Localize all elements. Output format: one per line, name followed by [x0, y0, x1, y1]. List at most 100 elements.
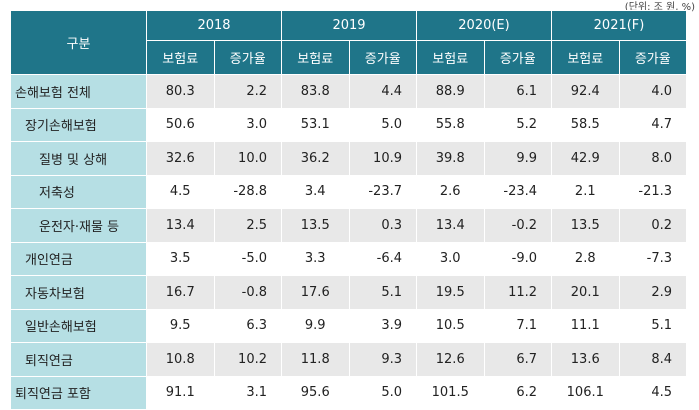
header-premium: 보험료	[416, 40, 485, 75]
row-label: 퇴직연금	[10, 342, 147, 377]
growth-cell: 10.0	[213, 141, 282, 176]
row-label: 퇴직연금 포함	[10, 375, 147, 410]
table-row: 일반손해보험 9.5 6.3 9.9 3.9 10.5 7.1 11.1 5.1	[10, 308, 688, 343]
premium-cell: 3.3	[281, 241, 350, 276]
growth-cell: 3.9	[348, 308, 417, 343]
row-label: 장기손해보험	[10, 107, 147, 142]
premium-cell: 13.5	[281, 208, 350, 243]
premium-cell: 2.1	[551, 174, 620, 209]
header-row-years: 구분 2018 2019 2020(E) 2021(F)	[10, 10, 688, 75]
growth-cell: 6.1	[483, 74, 553, 109]
growth-cell: 2.9	[618, 275, 688, 310]
table-row: 운전자·재물 등 13.4 2.5 13.5 0.3 13.4 -0.2 13.5 0.2	[10, 208, 688, 243]
growth-cell: 4.7	[618, 107, 688, 142]
premium-cell: 11.8	[281, 342, 350, 377]
premium-cell: 53.1	[281, 107, 350, 142]
premium-cell: 2.6	[416, 174, 485, 209]
growth-cell: 5.1	[618, 308, 688, 343]
row-label: 손해보험 전체	[10, 74, 147, 109]
header-year: 2019	[281, 10, 417, 41]
growth-cell: -23.7	[348, 174, 417, 209]
growth-cell: 6.3	[213, 308, 282, 343]
growth-cell: 10.2	[213, 342, 282, 377]
table-row: 장기손해보험 50.6 3.0 53.1 5.0 55.8 5.2 58.5 4.7	[10, 107, 688, 142]
premium-cell: 9.5	[146, 308, 215, 343]
premium-cell: 3.4	[281, 174, 350, 209]
premium-cell: 11.1	[551, 308, 620, 343]
premium-cell: 13.4	[416, 208, 485, 243]
premium-cell: 80.3	[146, 74, 215, 109]
header-growth: 증가율	[213, 40, 282, 75]
growth-cell: 10.9	[348, 141, 417, 176]
premium-cell: 10.8	[146, 342, 215, 377]
premium-cell: 88.9	[416, 74, 485, 109]
premium-cell: 91.1	[146, 375, 215, 410]
growth-cell: -7.3	[618, 241, 688, 276]
header-growth: 증가율	[618, 40, 688, 75]
premium-cell: 13.6	[551, 342, 620, 377]
growth-cell: 11.2	[483, 275, 553, 310]
growth-cell: 5.2	[483, 107, 553, 142]
growth-cell: -21.3	[618, 174, 688, 209]
premium-cell: 83.8	[281, 74, 350, 109]
premium-cell: 95.6	[281, 375, 350, 410]
table-row: 저축성 4.5 -28.8 3.4 -23.7 2.6 -23.4 2.1 -21.3	[10, 174, 688, 209]
premium-cell: 17.6	[281, 275, 350, 310]
premium-cell: 106.1	[551, 375, 620, 410]
growth-cell: -6.4	[348, 241, 417, 276]
premium-cell: 20.1	[551, 275, 620, 310]
premium-cell: 58.5	[551, 107, 620, 142]
growth-cell: 8.4	[618, 342, 688, 377]
header-year: 2018	[146, 10, 282, 41]
growth-cell: 8.0	[618, 141, 688, 176]
premium-cell: 4.5	[146, 174, 215, 209]
growth-cell: 5.0	[348, 107, 417, 142]
premium-cell: 10.5	[416, 308, 485, 343]
growth-cell: 7.1	[483, 308, 553, 343]
premium-cell: 9.9	[281, 308, 350, 343]
row-label: 자동차보험	[10, 275, 147, 310]
growth-cell: -0.8	[213, 275, 282, 310]
header-year: 2021(F)	[551, 10, 688, 41]
premium-cell: 2.8	[551, 241, 620, 276]
row-label: 운전자·재물 등	[10, 208, 147, 243]
header-category: 구분	[10, 10, 147, 75]
premium-cell: 101.5	[416, 375, 485, 410]
premium-cell: 32.6	[146, 141, 215, 176]
growth-cell: 3.0	[213, 107, 282, 142]
growth-cell: 0.3	[348, 208, 417, 243]
table-row: 퇴직연금 10.8 10.2 11.8 9.3 12.6 6.7 13.6 8.4	[10, 342, 688, 377]
header-premium: 보험료	[551, 40, 620, 75]
row-label: 일반손해보험	[10, 308, 147, 343]
growth-cell: -5.0	[213, 241, 282, 276]
growth-cell: 4.4	[348, 74, 417, 109]
row-label: 저축성	[10, 174, 147, 209]
growth-cell: 6.2	[483, 375, 553, 410]
header-premium: 보험료	[146, 40, 215, 75]
unit-note: (단위: 조 원, %)	[624, 2, 695, 13]
growth-cell: 9.3	[348, 342, 417, 377]
premium-cell: 13.5	[551, 208, 620, 243]
premium-cell: 39.8	[416, 141, 485, 176]
growth-cell: 5.1	[348, 275, 417, 310]
header-year: 2020(E)	[415, 10, 553, 41]
premium-cell: 42.9	[551, 141, 620, 176]
growth-cell: 4.5	[618, 375, 688, 410]
premium-cell: 50.6	[146, 107, 215, 142]
premium-table: 구분 2018 2019 2020(E) 2021(F) 보험료 증가율 보험료 증가…	[10, 10, 688, 410]
table-row: 손해보험 전체 80.3 2.2 83.8 4.4 88.9 6.1 92.4 4.0	[10, 74, 688, 109]
growth-cell: -0.2	[483, 208, 553, 243]
table-body: 손해보험 전체 80.3 2.2 83.8 4.4 88.9 6.1 92.4 4.0 장기손해보…	[10, 74, 688, 410]
table-row: 질병 및 상해 32.6 10.0 36.2 10.9 39.8 9.9 42.9 8.0	[10, 141, 688, 176]
premium-cell: 12.6	[416, 342, 485, 377]
row-label: 개인연금	[10, 241, 147, 276]
premium-cell: 13.4	[146, 208, 215, 243]
growth-cell: 2.2	[213, 74, 282, 109]
premium-cell: 19.5	[416, 275, 485, 310]
premium-cell: 16.7	[146, 275, 215, 310]
growth-cell: 6.7	[483, 342, 553, 377]
row-label: 질병 및 상해	[10, 141, 147, 176]
growth-cell: -28.8	[213, 174, 282, 209]
growth-cell: 0.2	[618, 208, 688, 243]
header-row-sub: 보험료 증가율 보험료 증가율 보험료 증가율 보험료 증가율	[11, 40, 688, 75]
